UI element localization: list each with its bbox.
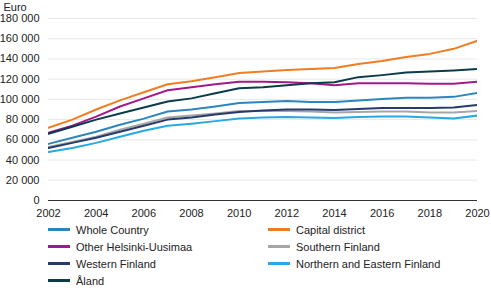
svg-text:Euro: Euro [4,1,27,13]
svg-text:160 000: 160 000 [0,32,40,44]
svg-text:2010: 2010 [227,207,251,219]
html-text:Northern and Eastern Finland: Northern and Eastern Finland [296,257,441,270]
svg-text:180 000: 180 000 [0,12,40,24]
svg-text:2012: 2012 [275,207,299,219]
svg-text:2018: 2018 [418,207,442,219]
svg-text:2014: 2014 [322,207,346,219]
svg-text:120 000: 120 000 [0,73,40,85]
html-text:Capital district: Capital district [296,223,366,236]
html-text:Other Helsinki-Uusimaa: Other Helsinki-Uusimaa [76,240,193,253]
html-text:Southern Finland: Southern Finland [296,240,380,253]
svg-text:100 000: 100 000 [0,93,40,105]
html-text:Åland: Åland [76,274,105,287]
svg-text:20 000: 20 000 [6,174,40,186]
svg-text:40 000: 40 000 [6,154,40,166]
svg-text:80 000: 80 000 [6,113,40,125]
html-text:Whole Country: Whole Country [76,223,149,236]
svg-text:2002: 2002 [36,207,60,219]
svg-text:2004: 2004 [84,207,108,219]
svg-text:2006: 2006 [132,207,156,219]
svg-text:2008: 2008 [179,207,203,219]
svg-text:60 000: 60 000 [6,133,40,145]
svg-text:0: 0 [33,194,39,206]
svg-text:2016: 2016 [370,207,394,219]
svg-text:2020: 2020 [465,207,489,219]
svg-text:140 000: 140 000 [0,52,40,64]
html-text:Western Finland: Western Finland [76,257,156,270]
